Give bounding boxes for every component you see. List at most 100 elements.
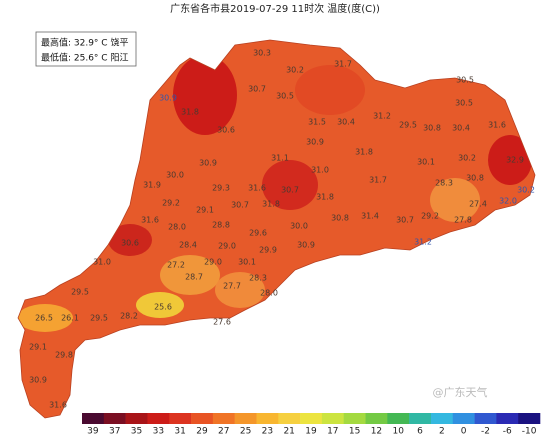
temp-label: 30.9 [297, 241, 315, 250]
temp-label: 28.0 [168, 223, 186, 232]
legend-tick: 29 [196, 427, 208, 437]
temp-label: 27.8 [454, 216, 472, 225]
temp-label: 30.2 [517, 186, 535, 195]
legend-swatch [82, 413, 105, 424]
temp-label: 30.4 [337, 118, 355, 127]
legend-swatch [278, 413, 301, 424]
temp-label: 30.9 [306, 138, 324, 147]
temp-label: 31.6 [488, 121, 506, 130]
temp-label: 30.9 [199, 159, 217, 168]
legend-tick: -10 [522, 427, 537, 437]
legend-swatch [387, 413, 410, 424]
temp-label: 29.0 [204, 258, 222, 267]
legend-swatch [191, 413, 214, 424]
temp-label: 29.5 [399, 121, 417, 130]
temp-label: 31.7 [334, 60, 352, 69]
temp-label: 31.2 [414, 238, 432, 247]
temp-label: 25.6 [154, 303, 172, 312]
legend-tick: 39 [87, 427, 99, 437]
temp-label: 32.9 [506, 156, 524, 165]
temp-label: 28.4 [179, 241, 197, 250]
temp-label: 31.2 [373, 112, 391, 121]
legend-swatch [212, 413, 235, 424]
legend-swatch [518, 413, 541, 424]
temp-label: 30.5 [276, 92, 294, 101]
min-info: 最低值: 25.6° C 阳江 [41, 52, 128, 64]
legend-tick: 10 [393, 427, 405, 437]
legend-swatch [234, 413, 257, 424]
legend-tick: 33 [153, 427, 164, 437]
temp-label: 29.0 [218, 242, 236, 251]
legend-swatch [300, 413, 323, 424]
legend-swatch [430, 413, 454, 424]
legend-tick: 0 [461, 427, 467, 437]
temp-label: 29.2 [421, 212, 439, 221]
legend-swatch [474, 413, 497, 424]
temp-label: 29.9 [259, 246, 277, 255]
title: 广东省各市县2019-07-29 11时次 温度(度(C)) [170, 2, 380, 15]
temp-label: 28.2 [120, 312, 138, 321]
temp-label: 31.9 [143, 181, 161, 190]
temp-label: 29.1 [196, 206, 214, 215]
temp-label: 30.1 [417, 158, 435, 167]
legend-tick: 19 [305, 427, 317, 437]
temp-label: 28.0 [260, 289, 278, 298]
legend-swatch [321, 413, 345, 424]
legend-swatch [256, 413, 279, 424]
temp-label: 26.1 [61, 314, 79, 323]
temp-label: 31.8 [316, 193, 334, 202]
temp-label: 28.3 [249, 274, 267, 283]
temp-label: 28.7 [185, 273, 203, 282]
temp-label: 29.2 [162, 199, 180, 208]
temp-label: 27.6 [213, 318, 231, 327]
temp-label: 27.2 [167, 261, 185, 270]
legend-swatch [103, 413, 126, 424]
temp-label: 31.0 [311, 166, 329, 175]
temp-label: 30.1 [238, 258, 256, 267]
temp-label: 29.5 [71, 288, 89, 297]
legend-tick: 2 [439, 427, 445, 437]
legend-tick: 6 [417, 427, 423, 437]
legend-tick: -6 [503, 427, 512, 437]
legend-swatch [365, 413, 388, 424]
temp-label: 32.0 [499, 197, 517, 206]
temp-label: 29.8 [55, 351, 73, 360]
temp-label: 30.7 [231, 201, 249, 210]
temp-label: 28.3 [435, 179, 453, 188]
temp-label: 29.3 [212, 184, 230, 193]
temp-label: 30.7 [396, 216, 414, 225]
temp-label: 30.9 [159, 94, 177, 103]
legend-swatch [409, 413, 432, 424]
legend-swatch [496, 413, 519, 424]
temp-label: 30.3 [253, 49, 271, 58]
temp-label: 30.2 [286, 66, 304, 75]
watermark: @广东天气 [433, 385, 488, 399]
legend-swatch [125, 413, 148, 424]
temp-label: 30.8 [423, 124, 441, 133]
temp-label: 30.7 [248, 85, 266, 94]
temp-label: 26.5 [35, 314, 53, 323]
temp-label: 31.0 [93, 258, 111, 267]
temp-label: 30.5 [455, 99, 473, 108]
legend-tick: 12 [371, 427, 382, 437]
temp-label: 29.6 [249, 229, 267, 238]
temp-label: 30.6 [121, 239, 139, 248]
temp-label: 31.1 [271, 154, 289, 163]
legend-tick: -2 [481, 427, 490, 437]
temp-label: 31.6 [49, 401, 67, 410]
legend-swatch [169, 413, 192, 424]
temp-label: 30.8 [466, 174, 484, 183]
legend-tick: 37 [109, 427, 120, 437]
temp-label: 30.8 [331, 214, 349, 223]
temp-label: 31.6 [248, 184, 266, 193]
temp-label: 30.7 [281, 186, 299, 195]
legend-swatch [452, 413, 475, 424]
temp-label: 29.5 [90, 314, 108, 323]
legend-tick: 21 [283, 427, 294, 437]
temp-label: 31.8 [262, 200, 280, 209]
temp-label: 31.8 [181, 108, 199, 117]
legend-tick: 15 [349, 427, 360, 437]
temp-label: 29.1 [29, 343, 47, 352]
